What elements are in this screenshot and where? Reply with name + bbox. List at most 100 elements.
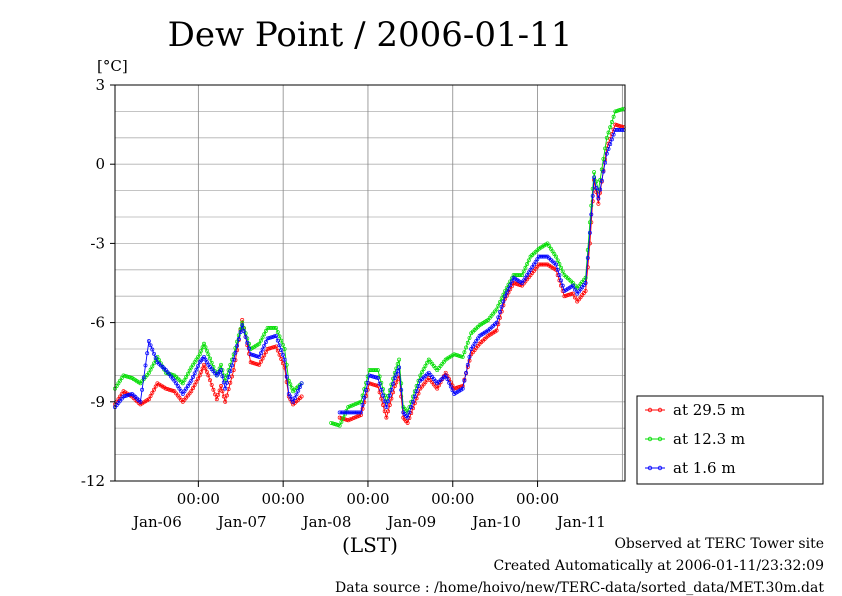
y-tick-label: 3 bbox=[95, 76, 105, 94]
data-point bbox=[150, 390, 155, 395]
data-point bbox=[191, 386, 195, 391]
data-point bbox=[208, 378, 212, 383]
data-point bbox=[351, 402, 356, 407]
data-point bbox=[206, 352, 211, 357]
data-point bbox=[508, 283, 513, 288]
data-point bbox=[236, 337, 241, 341]
data-point bbox=[267, 346, 272, 351]
data-point bbox=[223, 399, 228, 404]
data-point bbox=[455, 385, 460, 390]
data-point bbox=[240, 323, 245, 328]
data-point bbox=[353, 402, 358, 407]
data-point bbox=[253, 353, 258, 358]
data-point bbox=[353, 410, 358, 415]
y-tick-label: -12 bbox=[81, 472, 105, 490]
data-point bbox=[618, 107, 623, 112]
data-point bbox=[358, 410, 363, 415]
data-point bbox=[263, 350, 268, 355]
data-point bbox=[570, 281, 575, 285]
data-point bbox=[170, 388, 175, 393]
data-point bbox=[348, 404, 352, 409]
data-point bbox=[365, 380, 370, 385]
data-point bbox=[257, 341, 262, 346]
data-point bbox=[169, 388, 173, 393]
data-point bbox=[369, 381, 374, 386]
data-point bbox=[355, 410, 360, 415]
data-point bbox=[615, 108, 619, 113]
y-axis-unit: [°C] bbox=[97, 57, 128, 75]
data-point bbox=[148, 343, 153, 348]
data-point bbox=[150, 347, 155, 352]
data-point bbox=[189, 389, 194, 394]
data-point bbox=[143, 363, 148, 368]
data-point bbox=[165, 387, 170, 392]
data-point bbox=[235, 339, 240, 344]
data-point bbox=[197, 373, 202, 378]
series-3 bbox=[113, 127, 626, 420]
data-point bbox=[423, 363, 428, 368]
data-point bbox=[494, 328, 499, 333]
data-point bbox=[420, 370, 424, 375]
data-point bbox=[543, 254, 548, 259]
data-point bbox=[339, 419, 344, 424]
data-point bbox=[192, 382, 197, 387]
data-point bbox=[596, 196, 601, 201]
data-point bbox=[372, 382, 377, 387]
data-point bbox=[384, 405, 389, 410]
x-date-label: Jan-09 bbox=[385, 513, 436, 531]
data-point bbox=[258, 338, 263, 343]
data-point bbox=[187, 368, 192, 373]
data-point bbox=[397, 365, 402, 370]
data-point bbox=[409, 405, 414, 410]
data-point bbox=[496, 315, 501, 320]
data-point bbox=[336, 423, 340, 427]
data-point bbox=[263, 329, 268, 333]
data-point bbox=[416, 391, 421, 396]
y-ticks: 3 0 -3 -6 -9 -12 bbox=[81, 76, 115, 490]
data-point bbox=[272, 334, 277, 339]
data-point bbox=[275, 338, 280, 343]
data-point bbox=[465, 362, 470, 367]
data-point bbox=[118, 378, 123, 383]
data-point bbox=[192, 360, 197, 365]
data-point bbox=[351, 410, 356, 415]
data-point bbox=[523, 275, 528, 280]
x-time-label: 00:00 bbox=[431, 490, 474, 508]
x-axis-label: (LST) bbox=[342, 533, 398, 557]
data-point bbox=[598, 187, 603, 192]
data-point bbox=[520, 273, 524, 278]
footer-site: Observed at TERC Tower site bbox=[614, 536, 824, 552]
data-point bbox=[231, 357, 236, 362]
data-point bbox=[153, 356, 158, 360]
data-point bbox=[172, 378, 177, 383]
data-point bbox=[346, 405, 351, 410]
data-point bbox=[559, 265, 563, 270]
data-point bbox=[116, 381, 121, 386]
data-point bbox=[564, 293, 569, 298]
data-point bbox=[592, 170, 597, 175]
data-point bbox=[587, 220, 592, 225]
data-point bbox=[435, 386, 440, 391]
data-point bbox=[405, 415, 410, 420]
data-point bbox=[474, 339, 479, 344]
data-point bbox=[349, 403, 354, 408]
data-point bbox=[292, 396, 297, 401]
data-point bbox=[123, 373, 128, 378]
data-point bbox=[194, 379, 199, 384]
data-point bbox=[236, 333, 241, 338]
data-point bbox=[554, 254, 558, 259]
data-point bbox=[152, 361, 156, 366]
data-point bbox=[569, 292, 574, 297]
data-point bbox=[567, 292, 572, 297]
data-point bbox=[282, 347, 287, 351]
data-point bbox=[199, 369, 204, 374]
data-point bbox=[124, 393, 129, 398]
data-point bbox=[185, 371, 190, 376]
data-point bbox=[583, 288, 588, 293]
data-point bbox=[248, 352, 253, 357]
data-point bbox=[521, 269, 526, 274]
data-point bbox=[202, 341, 206, 346]
data-point bbox=[453, 386, 458, 391]
data-point bbox=[448, 384, 453, 389]
data-point bbox=[202, 362, 206, 367]
